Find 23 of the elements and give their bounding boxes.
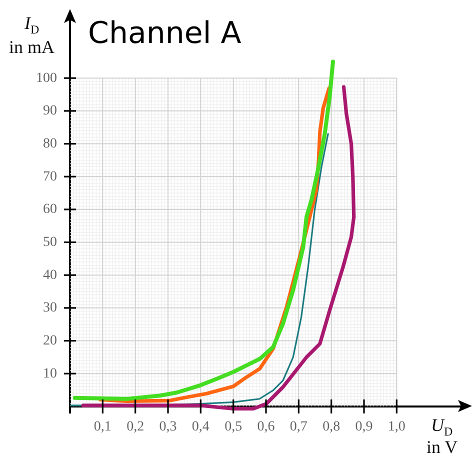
x-tick-label: 0,4 [192,420,210,435]
y-tick-label: 30 [43,300,57,316]
x-tick-label: 0,1 [94,420,112,435]
x-tick-label: 0,3 [159,420,177,435]
y-tick-label: 90 [43,104,57,119]
x-tick-label: 0,7 [290,420,308,435]
x-tick-label: 1,0 [388,420,406,435]
x-tick-label: 0,5 [224,420,242,435]
y-tick-label: 10 [43,366,57,382]
x-tick-label: 0,8 [322,420,340,435]
x-axis-title: U$_{D}$ in V [426,415,458,458]
y-tick-label: 70 [43,169,57,184]
y-tick-label: 40 [43,268,57,283]
y-tick-label: 60 [43,202,57,218]
y-axis-title: I$_{D}$ in mA [9,13,55,57]
y-tick-label: 100 [36,70,57,86]
x-tick-label: 0,2 [126,420,144,435]
chart-title: Channel A [88,16,242,51]
x-tick-label: 0,6 [257,420,275,435]
y-tick-label: 20 [43,333,57,348]
y-tick-label: 80 [43,136,57,152]
y-tick-label: 50 [43,234,57,250]
x-tick-label: 0,9 [355,420,373,435]
